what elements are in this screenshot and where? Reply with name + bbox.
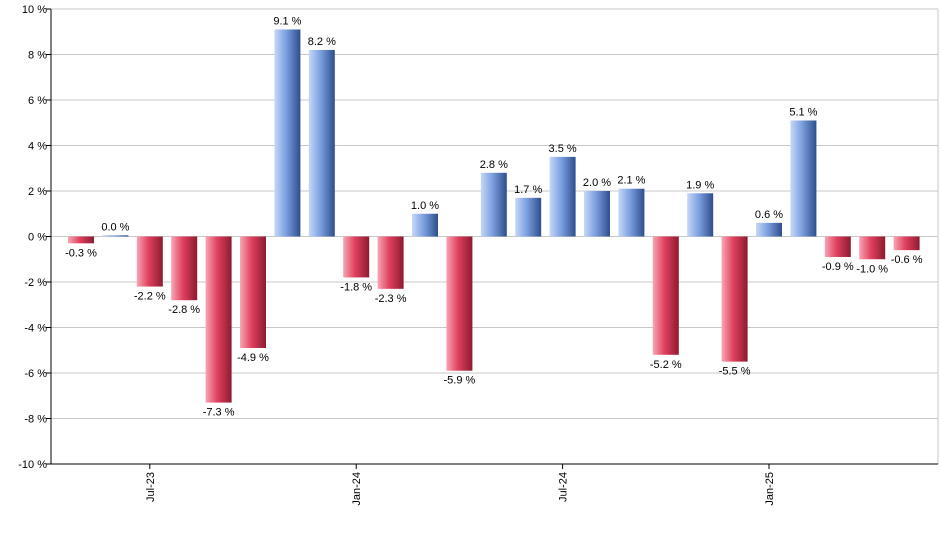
bar [412, 213, 438, 237]
bar-value-label: -7.3 % [203, 407, 235, 419]
bar [480, 172, 507, 237]
bar-value-label: 1.0 % [411, 200, 439, 212]
bar [136, 236, 163, 287]
bar-value-label: 8.2 % [308, 36, 336, 48]
bar-value-label: -0.9 % [822, 261, 854, 273]
y-tick-label: -4 % [24, 323, 47, 335]
bar [859, 236, 886, 260]
y-tick-label: 6 % [28, 95, 47, 107]
bar-value-label: 5.1 % [789, 106, 817, 118]
x-tick-label: Jul-23 [145, 472, 157, 502]
bar [240, 236, 266, 348]
y-tick-label: -6 % [24, 368, 47, 380]
bar-value-label: -0.6 % [891, 254, 923, 266]
x-tick-label: Jan-25 [764, 472, 776, 506]
bar-value-label: -4.9 % [237, 352, 269, 364]
bar [515, 197, 542, 237]
bar [584, 191, 610, 237]
bar-value-label: -1.0 % [856, 263, 888, 275]
bar [618, 188, 645, 237]
bar [893, 236, 920, 251]
y-tick-label: -2 % [24, 277, 47, 289]
bar-value-label: -5.2 % [650, 359, 682, 371]
x-tick-label: Jul-24 [558, 472, 570, 502]
bar [790, 120, 817, 237]
bar-value-label: 0.0 % [101, 221, 129, 233]
bar-value-label: -5.9 % [444, 375, 476, 387]
bar [308, 49, 335, 237]
bar [687, 193, 714, 237]
bar-value-label: -1.8 % [340, 281, 372, 293]
y-tick-label: -8 % [24, 414, 47, 426]
axes: 10 % 8 % 6 % 4 % 2 % 0 % -2 % -4 % -6 % -8 % -10 %… [18, 4, 938, 506]
bar-value-label: 2.1 % [617, 175, 645, 187]
y-tick-label: 2 % [28, 186, 47, 198]
bar-value-label: 0.6 % [755, 209, 783, 221]
bar-value-label: -2.2 % [134, 291, 166, 303]
bar [652, 236, 679, 355]
bar [824, 236, 851, 257]
bar [721, 236, 748, 362]
bar-value-label: -0.3 % [65, 247, 97, 259]
y-tick-label: 8 % [28, 50, 47, 62]
bar [274, 29, 301, 237]
bar [68, 236, 94, 244]
bar-value-label: 1.7 % [514, 184, 542, 196]
bar-value-label: -2.8 % [168, 304, 200, 316]
bar [205, 236, 232, 403]
bar [549, 156, 576, 237]
y-tick-label: 4 % [28, 141, 47, 153]
bar [377, 236, 404, 289]
bar [343, 236, 370, 278]
data-labels: -0.3 % 0.0 % -2.2 %-2.8 % -7.3 % -4.9 % 9.1 %… [65, 15, 923, 418]
bars [68, 29, 920, 403]
bar-value-label: 1.9 % [686, 179, 714, 191]
bar-value-label: 2.0 % [583, 177, 611, 189]
y-tick-label: 0 % [28, 232, 47, 244]
bar [102, 235, 129, 237]
y-tick-label: 10 % [22, 4, 47, 16]
bar-value-label: 3.5 % [549, 143, 577, 155]
bar-value-label: 2.8 % [480, 159, 508, 171]
bar-value-label: -5.5 % [719, 366, 751, 378]
bar-value-label: 9.1 % [273, 15, 301, 27]
bar [756, 222, 782, 237]
bar [171, 236, 198, 301]
bar [446, 236, 473, 371]
y-tick-label: -10 % [18, 459, 47, 471]
x-tick-label: Jan-24 [351, 472, 363, 506]
bar-value-label: -2.3 % [375, 293, 407, 305]
